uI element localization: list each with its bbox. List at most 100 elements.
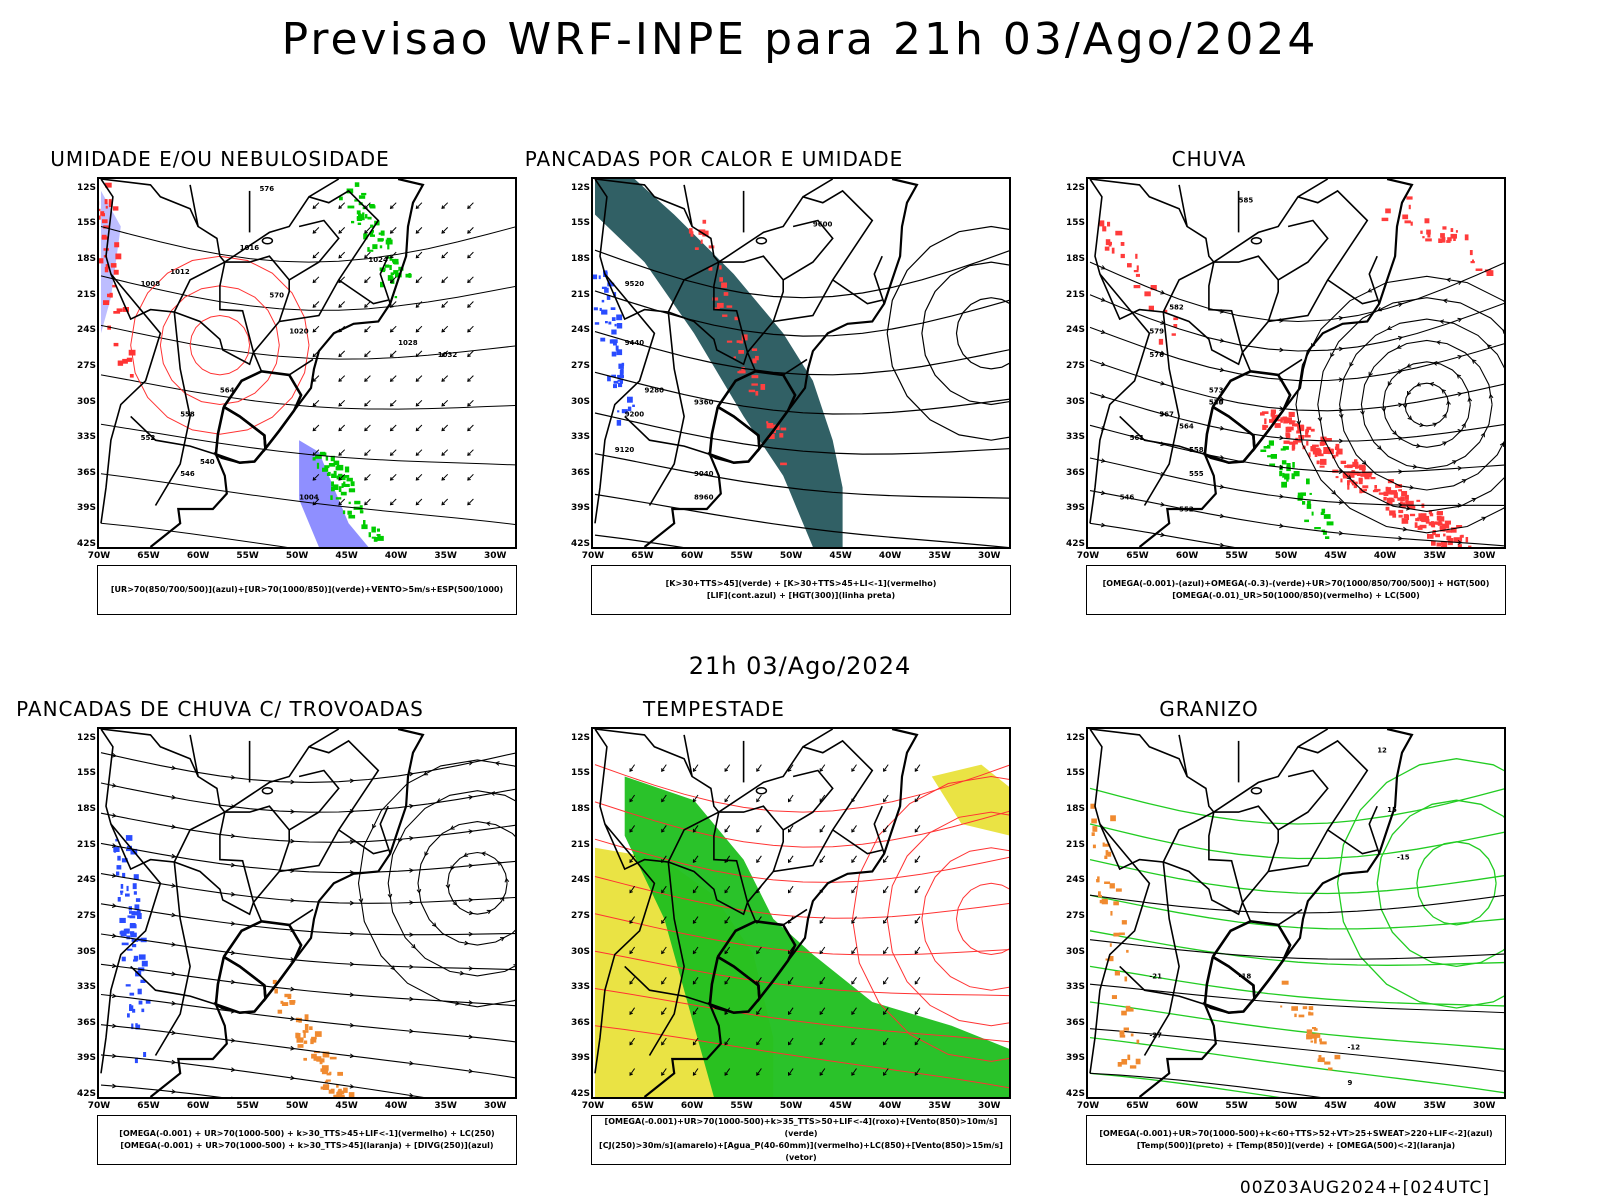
lon-label: 30W [483,551,507,561]
streamline [1376,799,1504,968]
wind-vector [364,227,371,234]
wind-vector-head [441,304,446,308]
wind-vector [883,977,889,985]
thickness-cell [113,269,119,275]
instability-strong-cell [734,316,739,321]
lifted-index-cell [616,314,623,321]
streamline [1089,490,1504,547]
rain-cell [1334,446,1338,450]
political-border [100,729,255,903]
rain-cell [1475,268,1483,271]
wind-vector [415,399,423,407]
lon-label: 30W [1472,551,1496,561]
rain-cell [1427,232,1431,238]
streamline [100,842,515,874]
wind-vector [661,916,667,924]
wind-vector-head [415,328,420,333]
state-border-rs [1211,369,1292,452]
convection-cell [303,1032,306,1038]
wind-vector [441,498,449,506]
streamline-arrow [230,921,236,926]
wind-vector [914,1007,921,1015]
rain-cell [1354,459,1358,464]
lifted-index-cell [611,351,617,357]
streamline-arrow [1219,425,1225,431]
wind-vector-head [692,980,697,985]
contour-label: 567 [1159,410,1174,418]
political-border [130,965,217,1006]
political-border [1213,255,1279,322]
contour-label: 546 [1120,494,1135,502]
divergence-cell [122,872,126,878]
lat-label: 33S [570,432,590,443]
wind-vector [883,794,889,802]
wind-vector-head [629,798,633,803]
streamline-arrow [1160,532,1166,538]
instability-strong-cell [719,265,722,270]
divergence-cell [126,849,133,852]
rain-green-cell [1297,495,1303,501]
wind-vector-head [756,859,760,864]
political-border [1211,901,1256,999]
lat-label: 12S [570,182,590,193]
humidity-low-cell [362,212,365,218]
wind-vector [338,350,346,357]
panel-legend: [OMEGA(-0.001)-(azul)+OMEGA(-0.3)-(verde… [1086,565,1506,615]
lifted-index-cell [616,323,623,329]
panel-title: PANCADAS POR CALOR E UMIDADE [524,147,904,171]
rain-cell [1107,221,1111,227]
lat-label: 27S [570,910,590,921]
wind-vector [338,449,346,456]
rain-green-cell [1279,470,1283,477]
wind-vector-head [692,1041,697,1046]
wind-vector [364,473,371,481]
streamline-arrow [290,897,296,903]
divergence-cell [127,1013,130,1018]
rain-cell [1133,270,1139,273]
wind-vector-head [441,328,446,333]
divergence-cell [132,883,137,890]
humidity-low-cell [373,537,378,542]
wind-vector-head [819,1072,824,1076]
humidity-low-cell [385,264,390,268]
streamline [1089,1036,1504,1094]
wind-vector-head [819,859,824,864]
wind-vector-head [819,1011,824,1016]
wind-vector [629,946,636,954]
streamline [100,933,515,971]
lat-label: 30S [1065,946,1085,957]
instability-strong-cell [736,340,741,343]
wind-vector [692,1068,699,1076]
rain-cell [1158,338,1164,345]
wind-vector [914,855,921,863]
rain-green-cell [1295,472,1299,476]
wind-vector-head [819,1041,824,1046]
rain-cell [1320,458,1327,465]
rain-cell [1383,491,1389,496]
political-border [782,219,834,281]
thickness-cell [114,242,120,248]
rain-cell [1285,417,1292,424]
humidity-low-cell [390,276,394,281]
omega-cell [1281,980,1289,985]
map-canvas [594,729,1009,1097]
lon-label: 40W [878,551,902,561]
rain-cell [1270,413,1275,417]
rain-cell [1120,242,1125,246]
lon-label: 50W [285,551,309,561]
panel-title: TEMPESTADE [643,697,785,721]
political-border [100,179,226,321]
rain-cell [1418,513,1422,519]
omega-cell [1109,883,1115,889]
wind-vector-head [629,1011,633,1016]
political-border [1327,279,1378,305]
wind-vector [756,794,762,802]
map-frame [97,727,517,1099]
streamline-arrow [1461,422,1466,428]
low-level-jet-area [624,776,1009,1097]
contour-label: 9360 [694,399,714,407]
panel-legend: [OMEGA(-0.001) + UR>70(1000-500) + k>30_… [97,1115,517,1165]
convection-cell [274,988,278,994]
streamline-arrow [1442,298,1448,304]
rain-green-cell [1325,536,1330,539]
